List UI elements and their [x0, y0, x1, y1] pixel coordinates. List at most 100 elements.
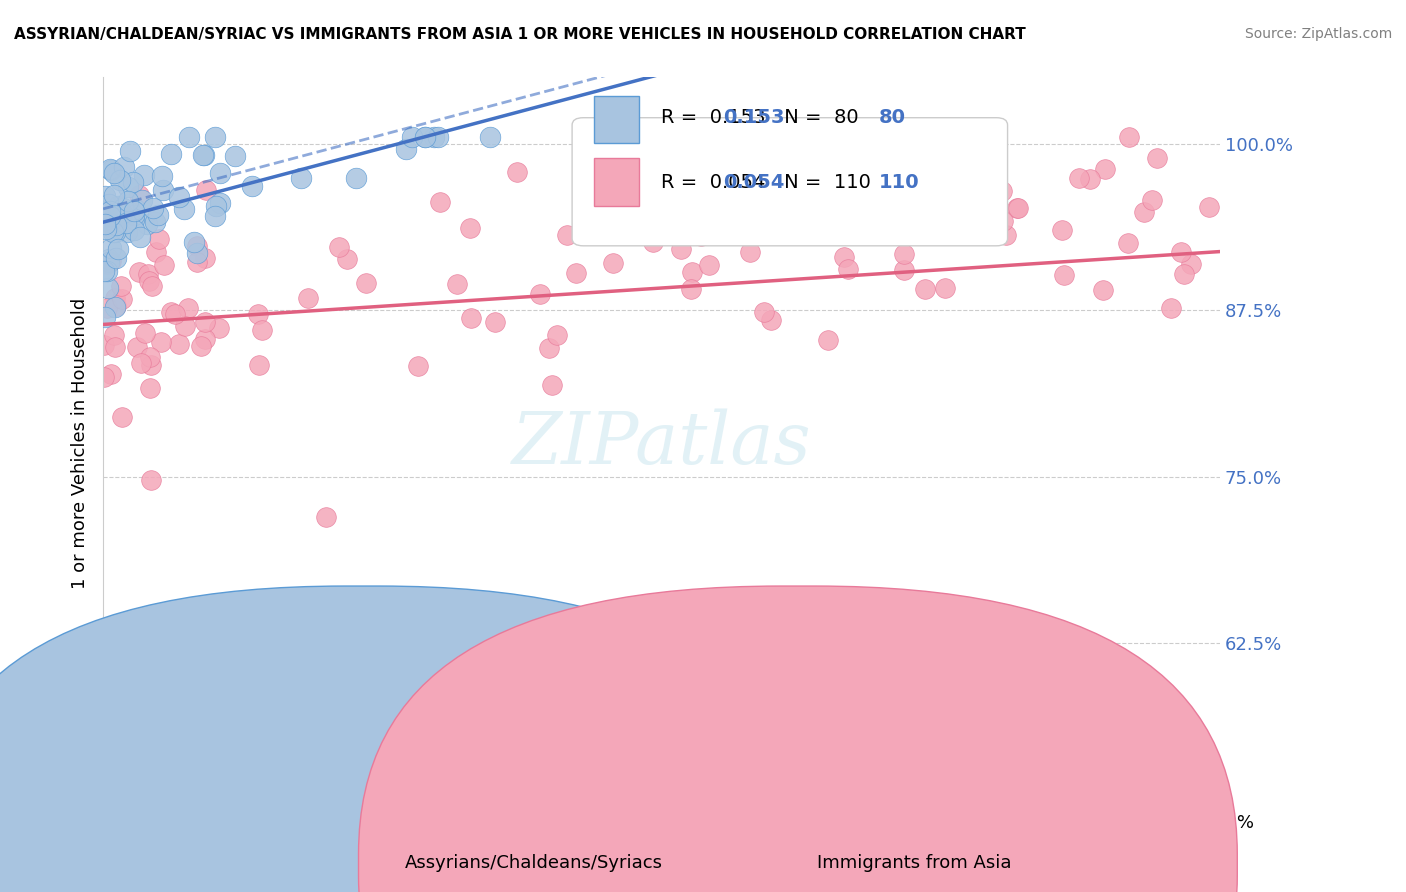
Immigrants from Asia: [194, 332, 217, 346]
Bar: [595, 158, 640, 205]
Assyrians/Chaldeans/Syriacs: [134, 169, 156, 183]
Immigrants from Asia: [516, 630, 538, 644]
Assyrians/Chaldeans/Syriacs: [100, 162, 122, 177]
Assyrians/Chaldeans/Syriacs: [122, 208, 145, 222]
Assyrians/Chaldeans/Syriacs: [100, 204, 122, 219]
Immigrants from Asia: [247, 307, 270, 321]
Assyrians/Chaldeans/Syriacs: [98, 209, 121, 223]
Assyrians/Chaldeans/Syriacs: [98, 216, 121, 230]
Immigrants from Asia: [110, 278, 132, 293]
Immigrants from Asia: [96, 257, 118, 271]
Immigrants from Asia: [602, 255, 624, 269]
Immigrants from Asia: [165, 307, 187, 321]
Assyrians/Chaldeans/Syriacs: [104, 226, 127, 240]
Immigrants from Asia: [328, 240, 350, 254]
Assyrians/Chaldeans/Syriacs: [117, 180, 139, 194]
Immigrants from Asia: [1160, 301, 1182, 315]
Immigrants from Asia: [194, 315, 217, 329]
Immigrants from Asia: [681, 265, 703, 279]
Immigrants from Asia: [460, 221, 482, 235]
Immigrants from Asia: [697, 258, 720, 272]
Immigrants from Asia: [1116, 236, 1139, 251]
Assyrians/Chaldeans/Syriacs: [290, 170, 312, 185]
Text: 80: 80: [879, 108, 905, 128]
Text: Source: ZipAtlas.com: Source: ZipAtlas.com: [1244, 27, 1392, 41]
Assyrians/Chaldeans/Syriacs: [115, 216, 138, 230]
Immigrants from Asia: [546, 327, 568, 342]
Immigrants from Asia: [752, 305, 775, 319]
Text: Immigrants from Asia: Immigrants from Asia: [817, 855, 1011, 872]
Immigrants from Asia: [991, 184, 1014, 198]
Immigrants from Asia: [1173, 267, 1195, 281]
Immigrants from Asia: [1118, 130, 1140, 145]
Assyrians/Chaldeans/Syriacs: [205, 199, 228, 213]
Assyrians/Chaldeans/Syriacs: [97, 252, 120, 266]
Assyrians/Chaldeans/Syriacs: [177, 130, 200, 145]
Immigrants from Asia: [250, 323, 273, 337]
Immigrants from Asia: [991, 213, 1014, 227]
Assyrians/Chaldeans/Syriacs: [96, 215, 118, 229]
Assyrians/Chaldeans/Syriacs: [209, 166, 232, 180]
Assyrians/Chaldeans/Syriacs: [107, 242, 129, 256]
Immigrants from Asia: [96, 301, 118, 315]
Immigrants from Asia: [540, 378, 562, 392]
Immigrants from Asia: [1170, 245, 1192, 260]
Immigrants from Asia: [100, 254, 122, 268]
Immigrants from Asia: [832, 250, 855, 264]
Immigrants from Asia: [139, 473, 162, 487]
Immigrants from Asia: [1050, 222, 1073, 236]
Immigrants from Asia: [153, 258, 176, 272]
Assyrians/Chaldeans/Syriacs: [167, 190, 190, 204]
Assyrians/Chaldeans/Syriacs: [183, 235, 205, 250]
Text: 110: 110: [879, 173, 920, 192]
Immigrants from Asia: [1140, 193, 1163, 207]
Immigrants from Asia: [141, 278, 163, 293]
Immigrants from Asia: [208, 321, 231, 335]
Assyrians/Chaldeans/Syriacs: [117, 194, 139, 209]
Immigrants from Asia: [484, 315, 506, 329]
Assyrians/Chaldeans/Syriacs: [344, 171, 367, 186]
Immigrants from Asia: [100, 367, 122, 381]
Immigrants from Asia: [837, 262, 859, 277]
Immigrants from Asia: [176, 301, 198, 315]
Assyrians/Chaldeans/Syriacs: [96, 222, 118, 236]
Assyrians/Chaldeans/Syriacs: [112, 160, 135, 174]
Immigrants from Asia: [650, 609, 672, 624]
Immigrants from Asia: [893, 262, 915, 277]
Immigrants from Asia: [994, 227, 1017, 242]
Assyrians/Chaldeans/Syriacs: [152, 183, 174, 197]
Assyrians/Chaldeans/Syriacs: [122, 211, 145, 226]
Assyrians/Chaldeans/Syriacs: [100, 241, 122, 255]
Assyrians/Chaldeans/Syriacs: [193, 147, 215, 161]
Assyrians/Chaldeans/Syriacs: [97, 254, 120, 268]
Immigrants from Asia: [103, 328, 125, 343]
Immigrants from Asia: [886, 219, 908, 233]
Assyrians/Chaldeans/Syriacs: [94, 310, 117, 324]
Immigrants from Asia: [914, 282, 936, 296]
Immigrants from Asia: [406, 359, 429, 374]
Immigrants from Asia: [111, 292, 134, 306]
Immigrants from Asia: [1007, 201, 1029, 215]
Immigrants from Asia: [460, 311, 482, 326]
Immigrants from Asia: [141, 358, 163, 372]
Bar: [595, 95, 640, 144]
Immigrants from Asia: [186, 255, 208, 269]
Assyrians/Chaldeans/Syriacs: [118, 145, 141, 159]
Text: Assyrians/Chaldeans/Syriacs: Assyrians/Chaldeans/Syriacs: [405, 855, 664, 872]
Assyrians/Chaldeans/Syriacs: [96, 264, 118, 278]
Immigrants from Asia: [139, 350, 162, 364]
Immigrants from Asia: [1053, 268, 1076, 282]
Assyrians/Chaldeans/Syriacs: [104, 218, 127, 232]
Immigrants from Asia: [167, 336, 190, 351]
Assyrians/Chaldeans/Syriacs: [93, 205, 115, 219]
Assyrians/Chaldeans/Syriacs: [93, 263, 115, 277]
Immigrants from Asia: [679, 282, 702, 296]
Immigrants from Asia: [761, 199, 783, 213]
Immigrants from Asia: [354, 276, 377, 290]
Immigrants from Asia: [1094, 162, 1116, 177]
FancyBboxPatch shape: [572, 118, 1008, 246]
Assyrians/Chaldeans/Syriacs: [224, 149, 246, 163]
Assyrians/Chaldeans/Syriacs: [128, 230, 150, 244]
Assyrians/Chaldeans/Syriacs: [104, 300, 127, 314]
Immigrants from Asia: [129, 355, 152, 369]
